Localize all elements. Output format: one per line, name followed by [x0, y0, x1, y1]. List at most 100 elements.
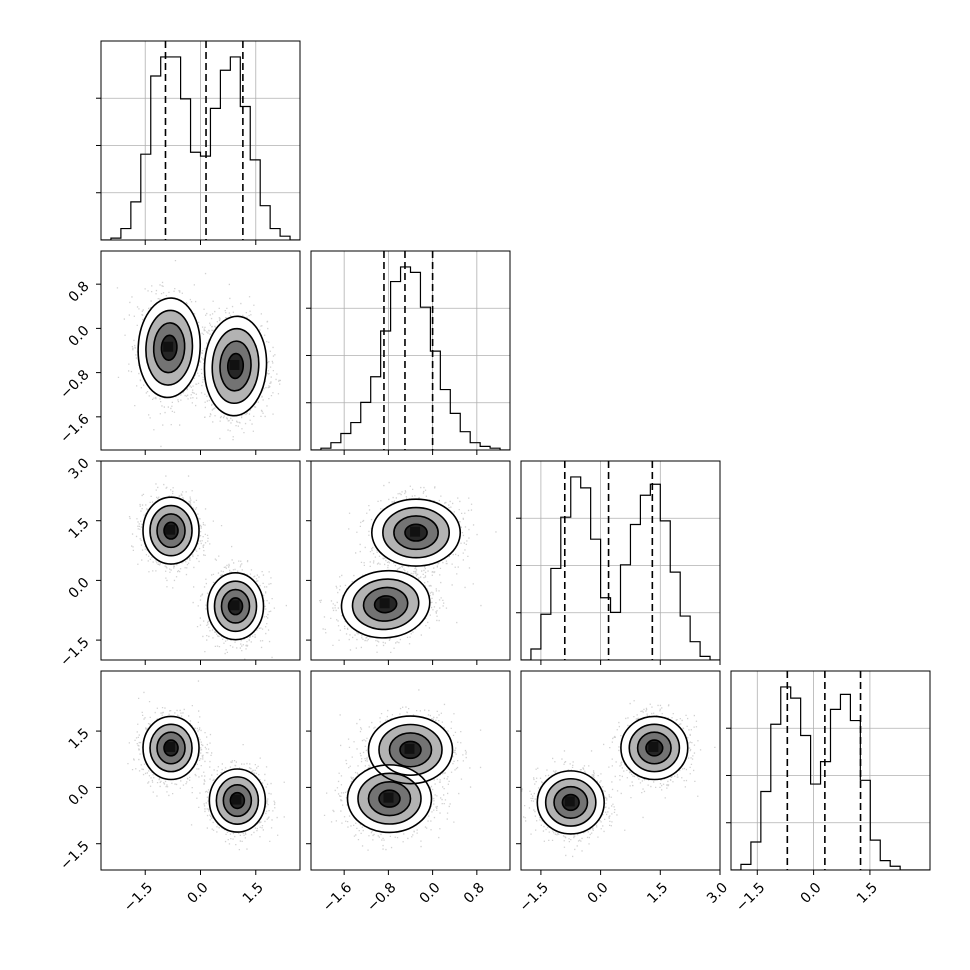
- ytick-label-1-1: −0.8: [57, 367, 92, 402]
- scatter-panel-3-2: [520, 670, 721, 871]
- contours-3-1: [346, 715, 454, 834]
- density-peak-1: [231, 794, 242, 805]
- contour-0-1: [388, 732, 433, 768]
- contour-0-0: [404, 523, 428, 542]
- contour-0-1: [553, 785, 589, 819]
- contour-1-0: [226, 352, 245, 380]
- xtick-label-2-2: 1.5: [644, 880, 671, 907]
- ytick-label-3-0: −1.5: [57, 838, 92, 873]
- contour-0-1: [156, 513, 186, 549]
- xtick-label-3-1: 0.0: [798, 880, 825, 907]
- xtick-label-3-2: 1.5: [854, 880, 881, 907]
- hist-1-frame: [310, 250, 511, 451]
- contour-0-0: [163, 521, 179, 540]
- contour-0-2: [544, 777, 597, 827]
- density-fill-3-0: [143, 716, 266, 833]
- panel-frame-3-2: [520, 670, 721, 871]
- scatter-panel-2-1: [310, 460, 511, 661]
- contour-1-1: [362, 586, 409, 622]
- density-peak-0: [564, 796, 575, 807]
- density-fill-3-2: [537, 716, 688, 834]
- contour-1-3: [346, 764, 433, 834]
- xtick-label-0-0: −1.5: [121, 880, 156, 915]
- density-peak-0: [165, 524, 176, 535]
- density-fill-2-1: [341, 499, 461, 638]
- ytick-label-3-1: 0.0: [66, 782, 93, 809]
- density-peak-0: [163, 341, 174, 352]
- contour-1-3: [620, 715, 689, 781]
- contour-1-0: [373, 595, 398, 614]
- contour-1-2: [211, 327, 260, 405]
- contour-0-3: [137, 297, 201, 399]
- xtick-label-3-0: −1.5: [733, 880, 768, 915]
- contour-1-1: [636, 731, 672, 765]
- contours-3-2: [536, 715, 689, 835]
- panel-frame-2-0: [100, 460, 301, 661]
- contour-0-2: [149, 723, 193, 773]
- contour-0-0: [561, 793, 580, 812]
- contour-1-0: [227, 597, 244, 616]
- contour-0-1: [156, 731, 186, 765]
- density-peak-1: [379, 598, 390, 609]
- xtick-label-1-2: 0.0: [417, 880, 444, 907]
- xtick-label-2-3: 3.0: [704, 880, 731, 907]
- contour-1-1: [219, 340, 252, 392]
- xtick-label-2-0: −1.5: [517, 880, 552, 915]
- contour-0-3: [142, 496, 200, 565]
- density-peak-0: [410, 526, 421, 537]
- contour-0-0: [160, 334, 178, 361]
- scatter-panel-1-0: [100, 250, 301, 451]
- scatter-points-2-0: [128, 475, 287, 660]
- ytick-label-1-0: −1.6: [57, 411, 92, 446]
- contours-2-1: [340, 498, 462, 639]
- panel-frame-3-1: [310, 670, 511, 871]
- contour-0-0: [163, 739, 179, 757]
- ytick-label-2-3: 3.0: [66, 455, 93, 482]
- contour-0-2: [149, 504, 193, 557]
- hist-panel-2: [516, 460, 721, 661]
- contour-0-3: [371, 498, 462, 567]
- xtick-label-2-1: 0.0: [585, 880, 612, 907]
- contour-1-2: [351, 578, 420, 631]
- contour-1-0: [378, 789, 401, 808]
- contour-1-1: [220, 588, 251, 624]
- contour-0-3: [367, 715, 454, 785]
- contour-0-3: [536, 770, 605, 835]
- density-peak-1: [229, 600, 240, 611]
- contours-2-0: [142, 496, 265, 641]
- ytick-label-3-2: 1.5: [66, 725, 93, 752]
- hist-0-steps: [101, 56, 300, 240]
- panel-frame-3-0: [100, 670, 301, 871]
- xtick-label-1-1: −0.8: [364, 880, 399, 915]
- contour-1-2: [215, 776, 260, 825]
- panel-frame-2-1: [310, 460, 511, 661]
- contour-0-1: [393, 515, 439, 551]
- contour-0-3: [142, 715, 200, 781]
- contour-1-2: [213, 580, 258, 633]
- contour-0-1: [152, 322, 186, 374]
- hist-2-steps: [521, 476, 720, 660]
- contour-0-2: [382, 506, 450, 559]
- density-peak-0: [404, 743, 415, 754]
- ytick-label-1-3: 0.8: [66, 279, 93, 306]
- density-peak-1: [229, 359, 240, 370]
- hist-panel-0: [96, 40, 301, 241]
- hist-3-steps: [731, 686, 930, 870]
- contours-1-0: [137, 297, 268, 417]
- density-peak-1: [383, 792, 394, 803]
- contour-0-2: [378, 723, 443, 776]
- contour-1-1: [367, 780, 412, 817]
- xtick-label-0-2: 1.5: [240, 880, 267, 907]
- contour-1-3: [340, 569, 431, 639]
- hist-1-steps: [311, 266, 510, 450]
- density-peak-0: [165, 741, 176, 752]
- contour-0-2: [145, 309, 194, 386]
- ytick-label-2-2: 1.5: [66, 515, 93, 542]
- ytick-label-2-1: 0.0: [66, 575, 93, 602]
- scatter-panel-3-1: [310, 670, 511, 871]
- contour-1-3: [206, 572, 265, 641]
- density-fill-2-0: [143, 497, 264, 640]
- contour-1-2: [357, 772, 422, 825]
- ytick-label-1-2: 0.0: [66, 323, 93, 350]
